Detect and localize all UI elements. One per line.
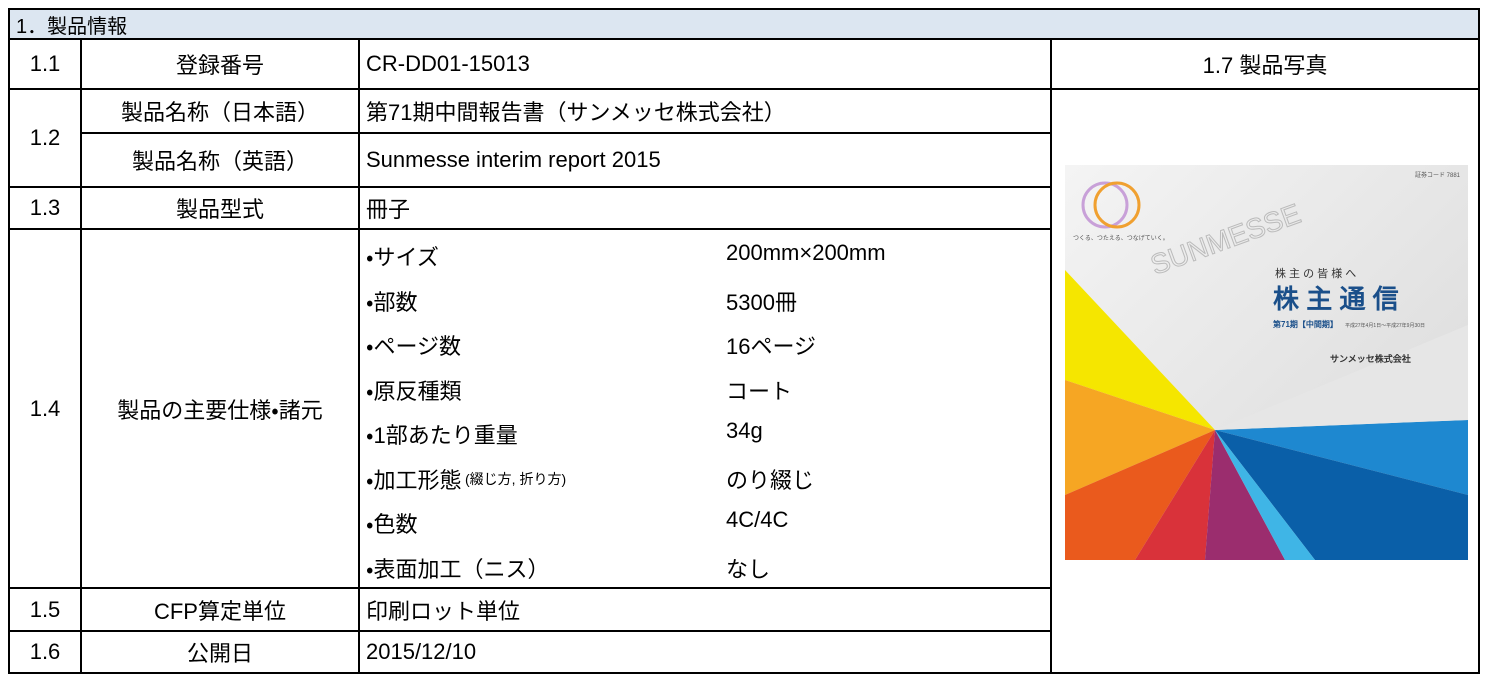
cover-code: 証券コード 7881 [1415,171,1461,179]
row-value: 印刷ロット単位 [358,587,1052,632]
spec-value: 200mm×200mm [726,240,886,265]
row-label: 製品名称（英語） [80,132,360,188]
cover-period: 第71期【中間期】 [1273,319,1338,329]
row-number: 1.5 [8,587,82,632]
row-number: 1.6 [8,630,82,674]
cover-greeting: 株 主 の 皆 様 へ [1275,266,1356,280]
row-number: 1.4 [8,228,82,589]
cover-title: 株 主 通 信 [1273,284,1399,314]
spec-value: 5300冊 [726,289,797,315]
photo-header: 1.7 製品写真 [1050,38,1480,90]
section-title: 1．製品情報 [8,8,1480,40]
spec-value: 16ページ [726,334,817,359]
product-photo: 証券コード 7881 つくる、つたえる、つなげていく。 SUNMESSE 株 主… [1065,165,1468,560]
row-value: Sunmesse interim report 2015 [358,132,1052,188]
spec-note: (綴じ方, 折り方) [465,470,567,487]
spec-name: ・加工形態 [366,467,462,493]
row-label: 製品名称（日本語） [80,88,360,134]
spec-name: ・部数 [366,289,418,315]
spec-name: ・色数 [366,512,418,537]
cover-slogan: つくる、つたえる、つなげていく。 [1073,234,1169,242]
spec-name: ・表面加工（ニス） [366,556,550,582]
row-value: CR-DD01-15013 [358,38,1052,90]
spec-name: ・原反種類 [366,378,462,404]
spec-value: 34g [726,418,763,443]
row-number: 1.1 [8,38,82,90]
row-value: 第71期中間報告書（サンメッセ株式会社） [358,88,1052,134]
row-label: CFP算定単位 [80,587,360,632]
spec-value: 4C/4C [726,507,789,532]
row-value: 2015/12/10 [358,630,1052,674]
cover-dates: 平成27年4月1日～平成27年9月30日 [1345,322,1425,329]
spec-value: コート [726,378,793,404]
row-number: 1.2 [8,88,82,188]
spec-name: ・ページ数 [366,334,462,359]
row-label: 公開日 [80,630,360,674]
spec-value: なし [726,556,771,582]
spec-list: ・サイズ 200mm×200mm ・部数 5300冊・ページ数 16ページ・原反種類 コー… [358,228,1052,589]
row-label: 登録番号 [80,38,360,90]
row-value: 冊子 [358,186,1052,230]
spec-value: のり綴じ [726,467,815,493]
photo-cell [1050,88,1480,674]
spec-name: ・サイズ [366,245,439,270]
row-label: 製品型式 [80,186,360,230]
spec-name: ・1部あたり重量 [366,423,518,448]
cover-company: サンメッセ株式会社 [1330,353,1411,364]
row-number: 1.3 [8,186,82,230]
row-label: 製品の主要仕様・諸元 [80,228,360,589]
